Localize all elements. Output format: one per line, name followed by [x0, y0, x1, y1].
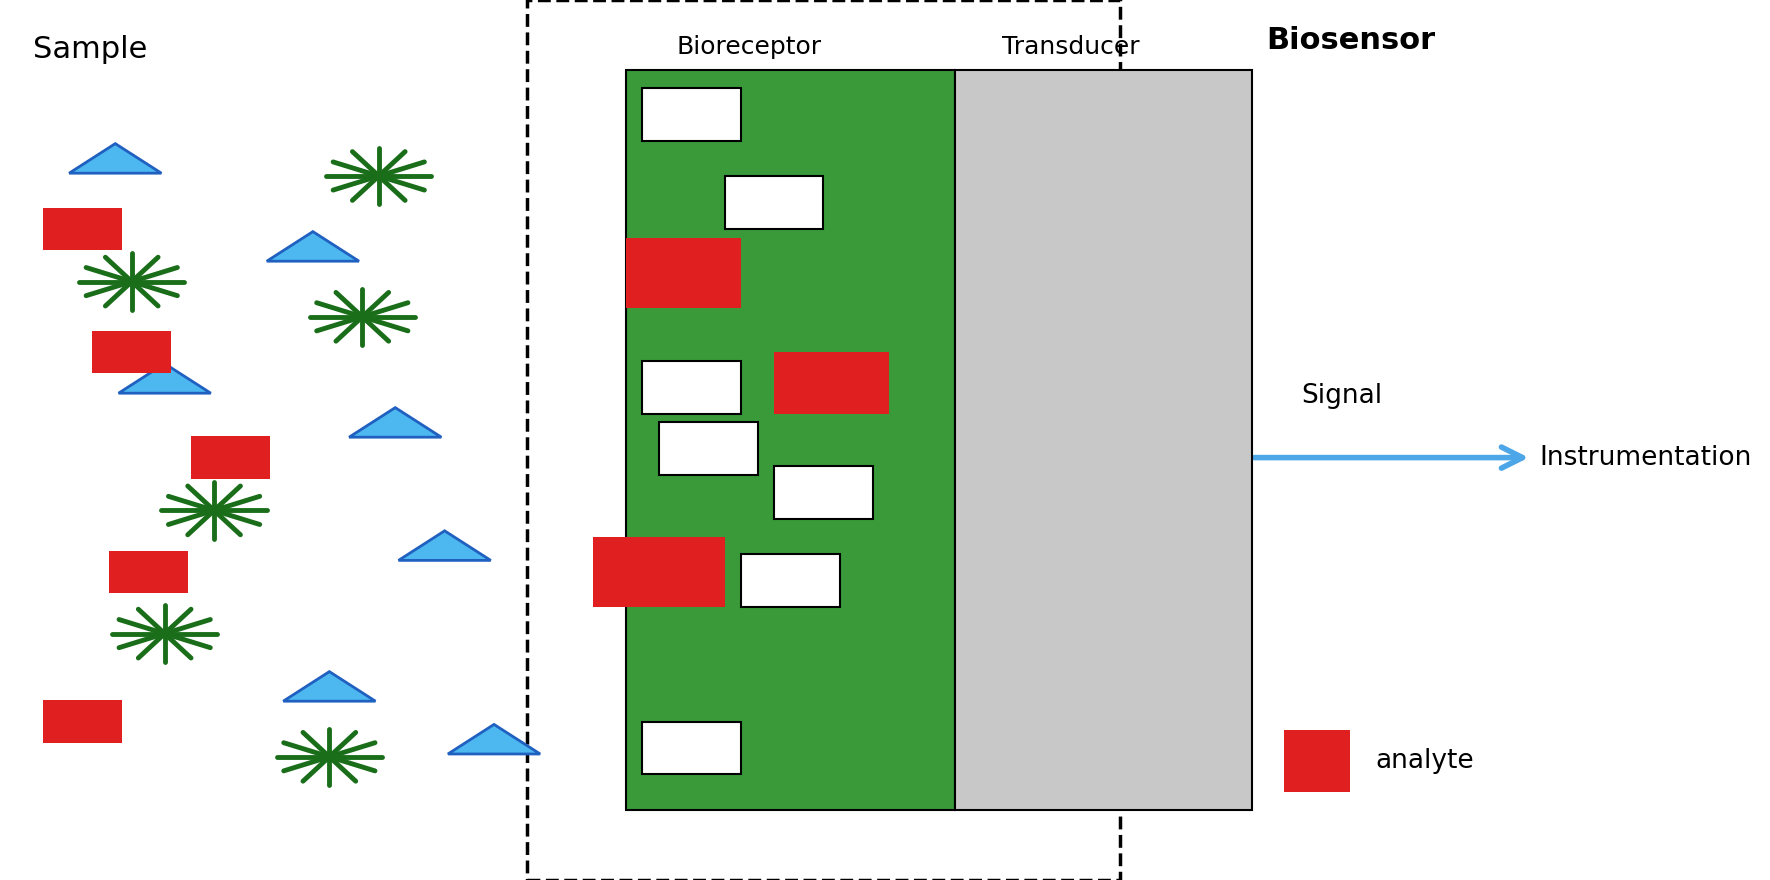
Bar: [773, 352, 889, 414]
Bar: [643, 361, 742, 414]
Bar: [1285, 730, 1351, 792]
Text: Instrumentation: Instrumentation: [1540, 444, 1752, 471]
Polygon shape: [448, 724, 540, 754]
Bar: [773, 466, 873, 519]
Text: analyte: analyte: [1375, 748, 1474, 774]
Bar: [724, 176, 823, 229]
Text: Biosensor: Biosensor: [1266, 26, 1435, 55]
Bar: [742, 554, 839, 607]
Polygon shape: [283, 671, 375, 701]
Bar: [108, 551, 188, 593]
Bar: [658, 422, 758, 475]
Polygon shape: [69, 143, 161, 173]
Text: Signal: Signal: [1301, 383, 1382, 409]
Text: Transducer: Transducer: [1002, 35, 1140, 59]
Bar: [42, 700, 122, 743]
Bar: [627, 70, 956, 810]
Polygon shape: [267, 231, 359, 261]
Bar: [956, 70, 1251, 810]
Bar: [92, 331, 172, 373]
Text: Sample: Sample: [34, 35, 147, 64]
Polygon shape: [349, 407, 441, 437]
Polygon shape: [119, 363, 211, 393]
Bar: [643, 88, 742, 141]
Bar: [643, 722, 742, 774]
Text: Bioreceptor: Bioreceptor: [676, 35, 821, 59]
Bar: [593, 537, 724, 607]
Bar: [191, 436, 271, 479]
Bar: [627, 238, 742, 308]
Bar: [42, 208, 122, 250]
Bar: [527, 0, 1120, 880]
Polygon shape: [398, 531, 490, 561]
